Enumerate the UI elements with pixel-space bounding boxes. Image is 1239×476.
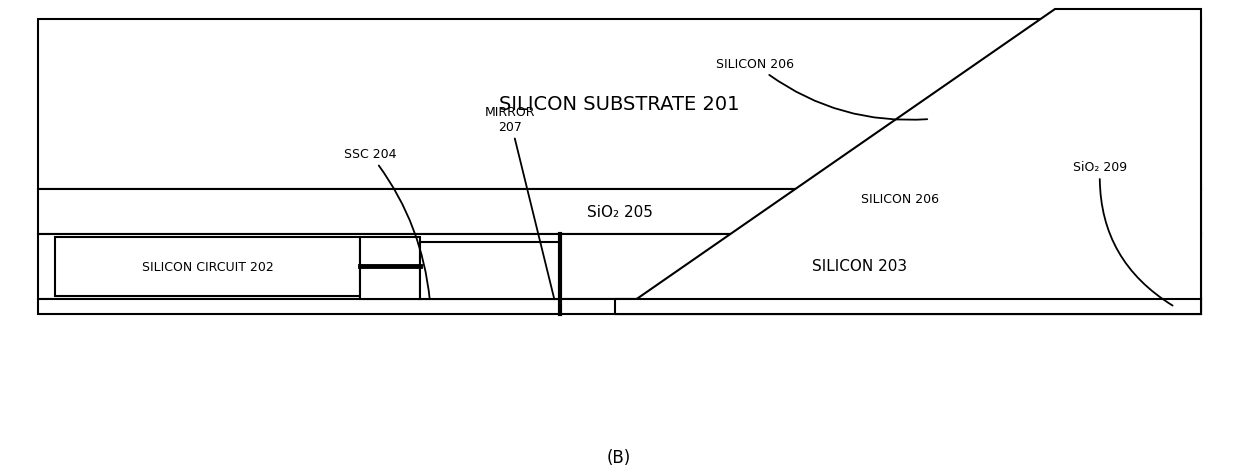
Text: MIRROR
207: MIRROR 207 <box>484 106 554 300</box>
Bar <box>55 238 361 297</box>
Bar <box>361 238 420 299</box>
Text: SILICON 206: SILICON 206 <box>716 59 927 120</box>
Text: (B): (B) <box>607 448 631 466</box>
Text: SILICON 203: SILICON 203 <box>813 259 907 274</box>
Bar <box>38 299 1201 314</box>
Bar <box>615 299 1201 314</box>
Bar <box>420 242 560 299</box>
Text: SiO₂ 209: SiO₂ 209 <box>1073 161 1172 306</box>
Text: SiO₂ 205: SiO₂ 205 <box>586 205 653 219</box>
Text: SSC 204: SSC 204 <box>343 148 430 299</box>
Bar <box>38 235 1201 299</box>
Text: SILICON SUBSTRATE 201: SILICON SUBSTRATE 201 <box>499 95 740 114</box>
Bar <box>38 189 1201 235</box>
Text: SILICON CIRCUIT 202: SILICON CIRCUIT 202 <box>141 260 274 273</box>
Text: SILICON 206: SILICON 206 <box>861 193 939 206</box>
Polygon shape <box>615 10 1201 314</box>
Bar <box>38 20 1201 189</box>
